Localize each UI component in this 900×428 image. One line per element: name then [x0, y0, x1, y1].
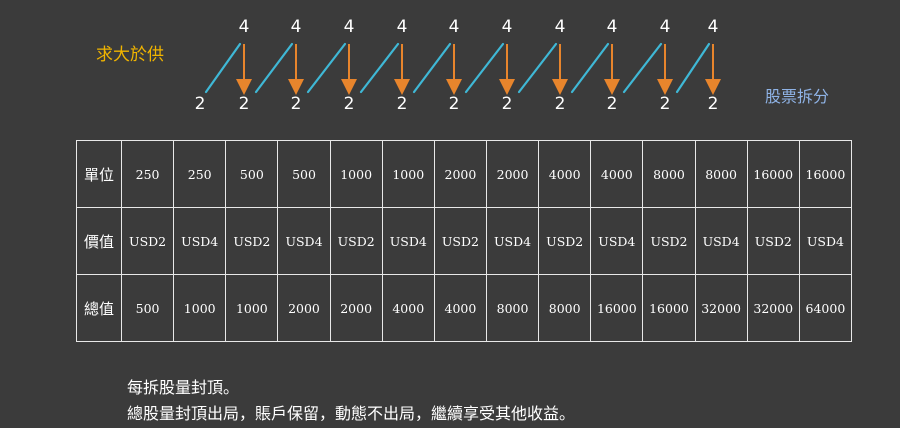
table-cell: USD4	[798, 207, 853, 275]
top-value-label: 4	[502, 17, 513, 37]
bottom-value-label: 2	[708, 94, 719, 114]
table-cell: 16000	[642, 274, 696, 342]
table-cell: USD2	[642, 207, 696, 275]
top-value-label: 4	[397, 17, 408, 37]
table-cell: 8000	[485, 274, 540, 342]
table-cell: 250	[173, 140, 227, 208]
bottom-value-label: 2	[397, 94, 408, 114]
table-row: 單位 250 250 500 500 1000 1000 2000 2000 4000 4000 80…	[76, 140, 853, 208]
table-row: 總值 500 1000 1000 2000 2000 4000 4000 8000 8000 160…	[76, 274, 853, 342]
bottom-value-label: 2	[449, 94, 460, 114]
table-cell: 64000	[798, 274, 853, 342]
table-cell: USD4	[277, 207, 331, 275]
table-cell: 8000	[538, 274, 592, 342]
bottom-value-label: 2	[660, 94, 671, 114]
table-cell: USD4	[590, 207, 644, 275]
table-cell: USD4	[694, 207, 748, 275]
table-cell: 4000	[381, 274, 435, 342]
rise-line	[204, 42, 242, 94]
table-cell: 2000	[485, 140, 540, 208]
rise-line	[675, 42, 711, 94]
table-cell: USD2	[225, 207, 279, 275]
top-value-label: 4	[607, 17, 618, 37]
table-cell: 1000	[329, 140, 383, 208]
table-cell: 500	[120, 274, 175, 342]
table-cell: 8000	[642, 140, 696, 208]
note-line-2: 總股量封頂出局，賬戶保留，動態不出局，繼續享受其他收益。	[127, 404, 576, 423]
top-value-label: 4	[344, 17, 355, 37]
table-cell: 16000	[798, 140, 853, 208]
row-header: 總值	[76, 274, 122, 342]
table-cell: 1000	[173, 274, 227, 342]
top-value-label: 4	[708, 17, 719, 37]
table-cell: 4000	[433, 274, 487, 342]
rise-line	[570, 42, 610, 94]
bottom-value-label: 2	[239, 94, 250, 114]
rise-line	[464, 42, 505, 94]
table-cell: 4000	[538, 140, 592, 208]
table-cell: USD4	[381, 207, 435, 275]
table-cell: 500	[277, 140, 331, 208]
bottom-value-label: 2	[555, 94, 566, 114]
row-header: 單位	[76, 140, 122, 208]
top-value-label: 4	[660, 17, 671, 37]
table-cell: 16000	[746, 140, 800, 208]
table-cell: 16000	[590, 274, 644, 342]
table-cell: USD2	[538, 207, 592, 275]
table-cell: 8000	[694, 140, 748, 208]
split-table: 單位 250 250 500 500 1000 1000 2000 2000 4000 4000 80…	[76, 140, 853, 342]
bottom-value-label: 2	[195, 94, 206, 114]
table-cell: USD4	[173, 207, 227, 275]
table-cell: 2000	[277, 274, 331, 342]
top-value-label: 4	[291, 17, 302, 37]
table-cell: 250	[120, 140, 175, 208]
table-cell: 4000	[590, 140, 644, 208]
rise-line	[622, 42, 663, 94]
row-header: 價值	[76, 207, 122, 275]
table-cell: USD2	[746, 207, 800, 275]
table-cell: 2000	[433, 140, 487, 208]
table-cell: USD2	[433, 207, 487, 275]
table-cell: 500	[225, 140, 279, 208]
table-cell: USD2	[120, 207, 175, 275]
top-value-label: 4	[449, 17, 460, 37]
bottom-value-label: 2	[344, 94, 355, 114]
rise-line	[412, 42, 452, 94]
stock-split-label: 股票拆分	[765, 87, 830, 106]
bottom-value-label: 2	[607, 94, 618, 114]
bottom-value-label: 2	[502, 94, 513, 114]
table-cell: 32000	[694, 274, 748, 342]
bottom-value-label: 2	[291, 94, 302, 114]
top-value-label: 4	[555, 17, 566, 37]
rise-line	[359, 42, 400, 94]
table-cell: 1000	[225, 274, 279, 342]
table-cell: USD4	[485, 207, 540, 275]
rise-line	[517, 42, 558, 94]
note-line-1: 每拆股量封頂。	[127, 378, 240, 397]
table-cell: 2000	[329, 274, 383, 342]
split-zigzag-diagram: 4 4 4 4 4 4 4 4 4 4 2 2 2 2 2 2 2 2 2 2 2	[195, 17, 721, 114]
table-cell: 1000	[381, 140, 435, 208]
top-value-label: 4	[239, 17, 250, 37]
table-cell: 32000	[746, 274, 800, 342]
rise-line	[254, 42, 294, 94]
demand-exceeds-supply-label: 求大於供	[96, 45, 164, 65]
table-cell: USD2	[329, 207, 383, 275]
rise-line	[306, 42, 347, 94]
table-row: 價值 USD2 USD4 USD2 USD4 USD2 USD4 USD2 USD4 USD2 US…	[76, 207, 853, 275]
